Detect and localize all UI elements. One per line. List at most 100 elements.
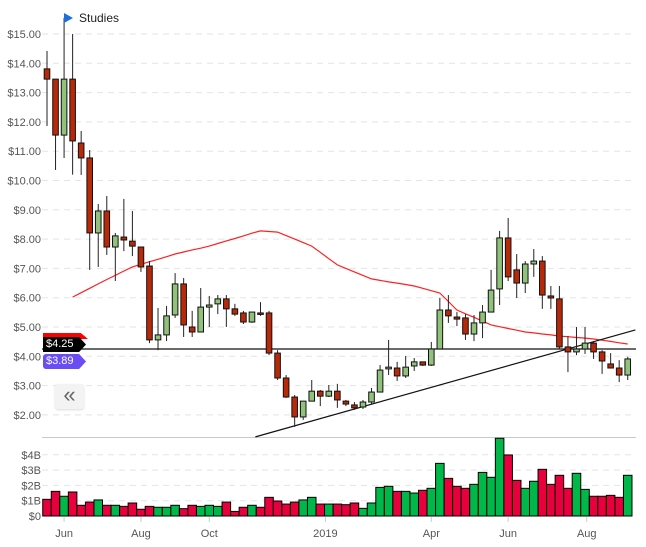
candle-body: [69, 78, 76, 142]
candle-body: [402, 366, 409, 377]
volume-bar: [460, 487, 471, 517]
volume-bar: [84, 501, 95, 517]
candle-body: [214, 298, 222, 305]
volume-bar: [42, 498, 52, 517]
volume-bar: [170, 504, 180, 517]
candle-body: [188, 326, 196, 333]
candle-body: [513, 269, 521, 284]
collapse-button[interactable]: «: [55, 384, 84, 409]
volume-bar: [247, 504, 257, 517]
candle-body: [231, 308, 239, 315]
volume-bar: [324, 503, 334, 517]
volume-bar: [255, 506, 266, 517]
candle-body: [393, 367, 401, 377]
candle-body: [334, 390, 341, 401]
volume-bar: [435, 462, 445, 517]
volume-bar: [409, 492, 419, 517]
volume-bar: [127, 502, 138, 517]
candle-body: [410, 361, 418, 367]
volume-bar: [76, 504, 86, 517]
volume-bar: [571, 472, 582, 517]
price-tick-label: $8.00: [13, 234, 41, 246]
candle-body: [487, 289, 495, 313]
volume-bar: [161, 506, 172, 517]
volume-bar: [195, 505, 206, 517]
candle-body: [607, 363, 614, 369]
studies-button[interactable]: Studies: [64, 11, 119, 25]
volume-bar: [469, 483, 479, 517]
volume-bar: [520, 487, 531, 517]
price-tick-label: $13.00: [7, 88, 41, 100]
candle-body: [564, 346, 572, 353]
trendline: [255, 329, 636, 438]
candle-body: [308, 390, 316, 402]
candle-body: [615, 367, 623, 376]
flag-icon: [64, 13, 73, 23]
volume-bar: [153, 506, 163, 517]
candle-body: [205, 304, 213, 308]
candle-body: [316, 390, 324, 397]
volume-bar: [59, 495, 69, 517]
candle-body: [154, 334, 162, 341]
x-tick-label: Aug: [577, 528, 597, 540]
volume-bar: [144, 505, 155, 517]
volume-tick-label: $1B: [21, 496, 41, 508]
candle-body: [359, 401, 367, 408]
volume-bar: [580, 488, 590, 517]
candle-body: [521, 263, 529, 284]
candle-body: [103, 210, 111, 248]
candle-body: [248, 311, 256, 323]
volume-bar: [597, 495, 607, 517]
candle-body: [470, 322, 478, 335]
volume-bar: [341, 504, 351, 517]
volume-bar: [614, 496, 624, 517]
volume-tick-label: $0: [29, 511, 41, 523]
volume-bar: [204, 504, 215, 517]
candle-body: [462, 317, 469, 335]
candle-body: [180, 283, 187, 326]
price-tick-label: $4.00: [13, 351, 41, 363]
volume-bar: [563, 487, 573, 517]
candle-body: [146, 265, 153, 341]
price-tick-label: $2.00: [13, 410, 41, 422]
studies-label: Studies: [79, 11, 120, 25]
candle-body: [504, 237, 512, 278]
candle-body: [530, 260, 538, 265]
price-tick-label: $10.00: [7, 176, 41, 188]
volume-tick-label: $3B: [21, 465, 41, 477]
candle-body: [112, 235, 119, 248]
volume-bar: [136, 508, 146, 517]
candle-body: [547, 295, 555, 299]
candle-body: [94, 210, 102, 234]
volume-bar: [366, 502, 377, 517]
price-tick-label: $7.00: [13, 263, 41, 275]
volume-bar: [264, 496, 274, 517]
price-tick-label: $6.00: [13, 293, 41, 305]
volume-bar: [187, 504, 197, 517]
candle-body: [120, 236, 128, 241]
candle-body: [265, 312, 273, 354]
volume-bar: [622, 474, 633, 517]
volume-bar: [213, 505, 223, 517]
volume-bar: [332, 503, 343, 517]
volume-bar: [529, 480, 539, 517]
candle-body: [197, 306, 205, 333]
candle-body: [556, 298, 563, 348]
volume-bar: [537, 468, 548, 517]
volume-bar: [281, 503, 291, 517]
volume-bar: [486, 476, 496, 517]
candle-body: [43, 68, 51, 80]
candle-body: [598, 351, 606, 362]
candle-body: [573, 348, 580, 353]
candle-body: [479, 311, 486, 324]
volume-bar: [417, 489, 428, 517]
price-tick-label: $5.00: [13, 322, 41, 334]
candle-body: [274, 352, 281, 379]
candle-body: [496, 237, 503, 290]
volume-bar: [315, 503, 326, 517]
volume-bar: [178, 508, 189, 517]
x-tick-label: Apr: [423, 528, 440, 540]
volume-bar: [588, 495, 599, 517]
candle-body: [257, 312, 264, 315]
